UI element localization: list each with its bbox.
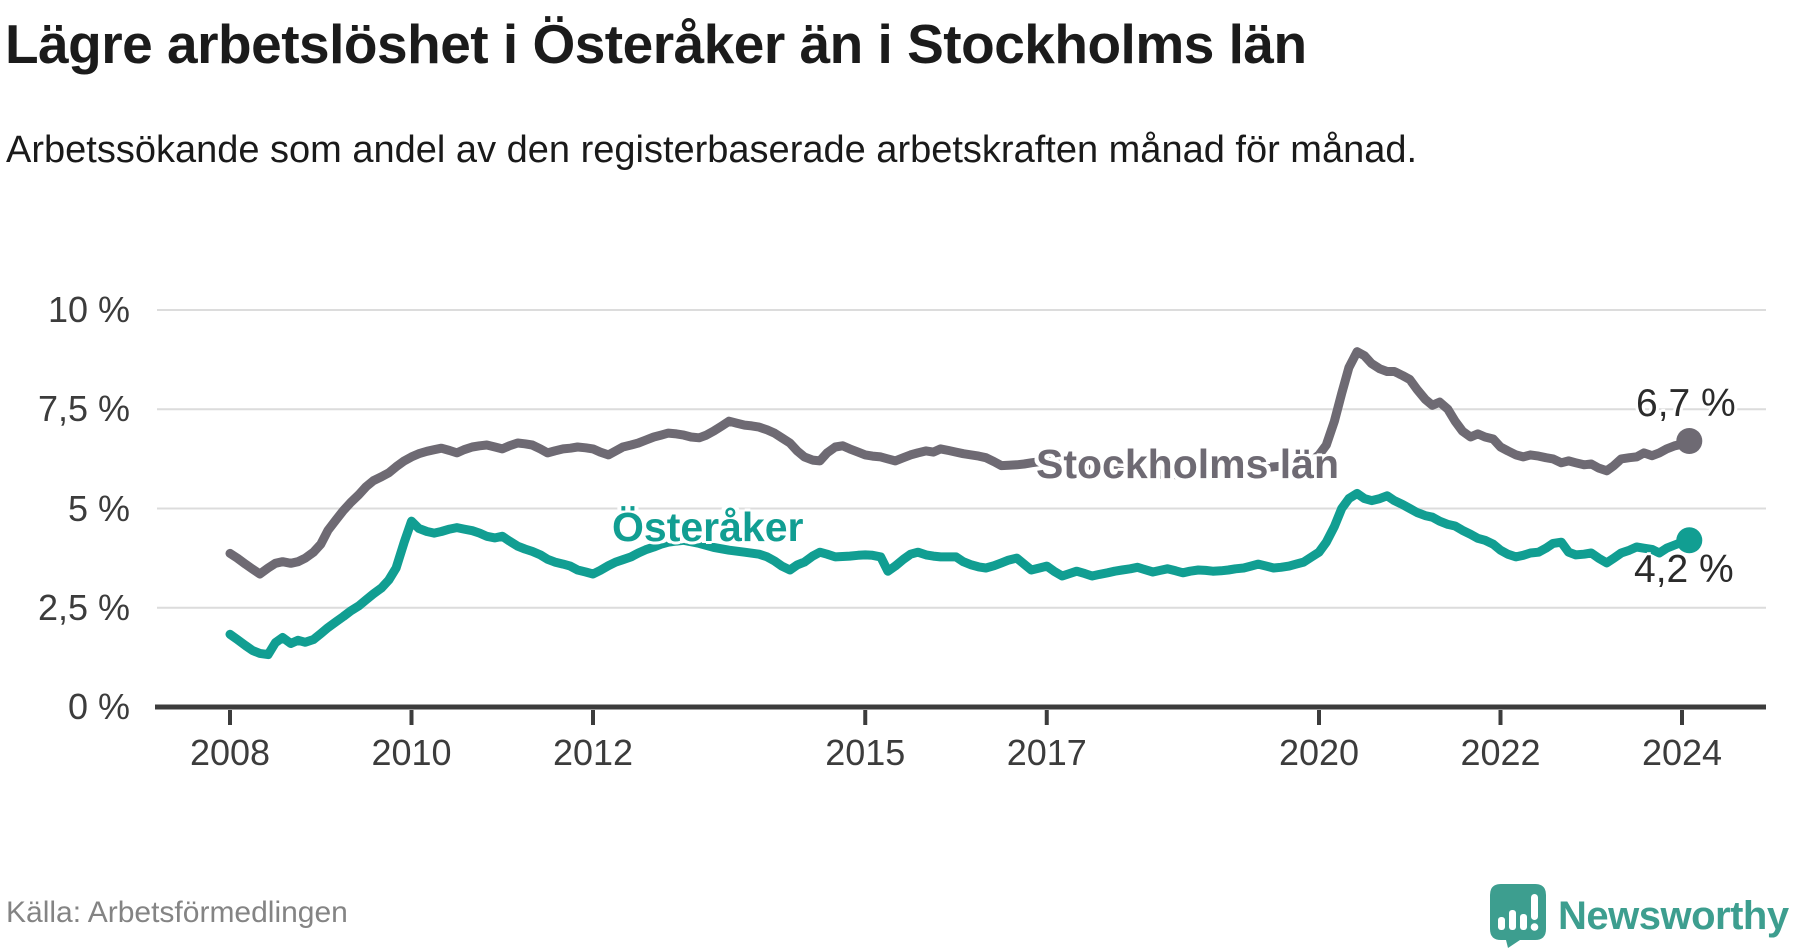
x-axis-label: 2015 <box>825 732 906 773</box>
y-axis-label: 5 % <box>67 487 130 529</box>
end-value-osteraker: 4,2 % <box>1634 548 1734 591</box>
page-title: Lägre arbetslöshet i Österåker än i Stoc… <box>5 13 1307 75</box>
chart-canvas <box>155 309 1766 725</box>
page-subtitle: Arbetssökande som andel av den registerb… <box>6 129 1418 171</box>
y-axis-label: 0 % <box>67 686 130 727</box>
y-axis-label: 7,5 % <box>37 388 130 430</box>
series-line-stockholm <box>225 347 1694 579</box>
x-axis-label: 2017 <box>1006 732 1087 773</box>
y-axis-label: 2,5 % <box>37 586 130 628</box>
x-axis-label: 2022 <box>1460 732 1541 773</box>
series-label-osteraker: Österåker <box>612 504 804 550</box>
series-end-dot-stockholm <box>1676 428 1703 454</box>
line-chart: Stockholms län Österåker 6,7 % 4,2 % 0 %… <box>37 289 1766 773</box>
series-label-stockholm: Stockholms län <box>1036 441 1340 487</box>
end-value-stockholm: 6,7 % <box>1636 382 1736 425</box>
newsworthy-logo: Newsworthy <box>1490 884 1789 948</box>
source-note: Källa: Arbetsförmedlingen <box>6 896 348 929</box>
x-axis-label: 2008 <box>189 732 271 773</box>
x-axis-label: 2010 <box>371 732 452 773</box>
newsworthy-logo-text: Newsworthy <box>1558 893 1789 938</box>
x-axis-label: 2020 <box>1278 732 1360 773</box>
newsworthy-logo-icon <box>1490 884 1546 948</box>
series-end-dot-osteraker <box>1676 527 1703 554</box>
x-axis-label: 2024 <box>1641 732 1723 773</box>
x-axis-label: 2012 <box>552 732 634 773</box>
y-axis-label: 10 % <box>47 289 130 330</box>
series-line-osteraker <box>225 488 1694 660</box>
